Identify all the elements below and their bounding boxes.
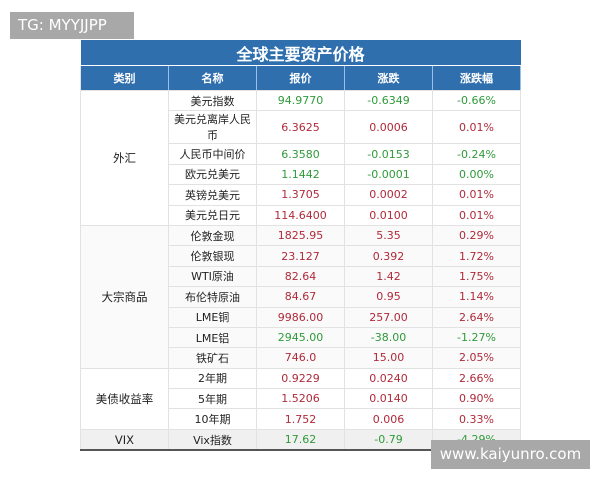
change-cell: 0.0002 [344, 184, 433, 206]
change-pct-cell: 2.64% [432, 306, 521, 328]
name-cell: 布伦特原油 [168, 286, 257, 308]
change-cell: -0.0153 [344, 143, 433, 165]
col-header-category: 类别 [80, 65, 169, 91]
price-cell: 9986.00 [256, 306, 345, 328]
change-pct-cell: 2.05% [432, 347, 521, 369]
change-cell: -0.79 [344, 428, 433, 452]
price-cell: 1825.95 [256, 224, 345, 247]
change-pct-cell: 1.72% [432, 245, 521, 267]
table-title: 全球主要资产价格 [80, 40, 521, 66]
change-pct-cell: -1.27% [432, 326, 521, 349]
name-cell: 5年期 [168, 388, 257, 410]
table-row: 铁矿石 746.0 15.00 2.05% [81, 347, 521, 369]
price-cell: 1.3705 [256, 184, 345, 206]
change-pct-cell: 1.14% [432, 286, 521, 308]
change-pct-cell: 0.33% [432, 408, 521, 430]
name-cell: WTI原油 [168, 265, 257, 288]
name-cell: 伦敦金现 [168, 224, 257, 247]
name-cell: 美元兑离岸人民币 [168, 110, 257, 145]
price-cell: 746.0 [256, 347, 345, 369]
table-row: 美元兑日元 114.6400 0.0100 0.01% [81, 204, 521, 226]
col-header-price: 报价 [256, 65, 345, 91]
table-row: 英镑兑美元 1.3705 0.0002 0.01% [81, 184, 521, 206]
price-cell: 0.9229 [256, 367, 345, 390]
table-row: 欧元兑美元 1.1442 -0.0001 0.00% [81, 163, 521, 186]
change-cell: 0.0006 [344, 110, 433, 145]
change-cell: 15.00 [344, 347, 433, 369]
change-pct-cell: 0.01% [432, 110, 521, 145]
table-row: 大宗商品 伦敦金现 1825.95 5.35 0.29% [80, 224, 521, 369]
col-header-change-pct: 涨跌幅 [432, 65, 521, 91]
change-cell: 1.42 [344, 265, 433, 288]
table-row: 美元兑离岸人民币 6.3625 0.0006 0.01% [81, 110, 521, 145]
change-pct-cell: 0.01% [432, 184, 521, 206]
change-pct-cell: 0.29% [432, 224, 521, 247]
change-pct-cell: 0.00% [432, 163, 521, 186]
category-cell: 大宗商品 [80, 224, 169, 369]
change-cell: 0.0240 [344, 367, 433, 390]
price-cell: 94.9770 [256, 89, 345, 112]
category-cell: VIX [80, 428, 169, 452]
price-cell: 82.64 [256, 265, 345, 288]
change-cell: 0.0100 [344, 204, 433, 226]
category-cell: 美债收益率 [80, 367, 169, 430]
name-cell: Vix指数 [168, 428, 257, 452]
change-cell: 0.0140 [344, 388, 433, 410]
price-cell: 114.6400 [256, 204, 345, 226]
price-cell: 17.62 [256, 428, 345, 452]
name-cell: 2年期 [168, 367, 257, 390]
name-cell: 铁矿石 [168, 347, 257, 369]
name-cell: 美元指数 [168, 89, 257, 112]
change-cell: -0.0001 [344, 163, 433, 186]
change-pct-cell: 2.66% [432, 367, 521, 390]
table-row: 布伦特原油 84.67 0.95 1.14% [81, 286, 521, 308]
change-pct-cell: 0.01% [432, 204, 521, 226]
table-row: 外汇 美元指数 94.9770 -0.6349 -0.66% [80, 89, 521, 226]
name-cell: 欧元兑美元 [168, 163, 257, 186]
price-cell: 1.5206 [256, 388, 345, 410]
name-cell: 美元兑日元 [168, 204, 257, 226]
change-cell: 0.95 [344, 286, 433, 308]
price-cell: 23.127 [256, 245, 345, 267]
name-cell: LME铜 [168, 306, 257, 328]
table-row: 伦敦银现 23.127 0.392 1.72% [81, 245, 521, 267]
price-cell: 1.752 [256, 408, 345, 430]
change-cell: 0.392 [344, 245, 433, 267]
name-cell: 英镑兑美元 [168, 184, 257, 206]
price-cell: 84.67 [256, 286, 345, 308]
change-cell: -0.6349 [344, 89, 433, 112]
table-row: 人民币中间价 6.3580 -0.0153 -0.24% [81, 143, 521, 165]
change-pct-cell: 0.90% [432, 388, 521, 410]
change-pct-cell: 1.75% [432, 265, 521, 288]
change-cell: 0.006 [344, 408, 433, 430]
watermark: www.kaiyunro.com [431, 440, 590, 469]
table-row: 美债收益率 2年期 0.9229 0.0240 2.66% [80, 367, 521, 430]
change-pct-cell: -0.24% [432, 143, 521, 165]
price-cell: 2945.00 [256, 326, 345, 349]
table-row: LME铝 2945.00 -38.00 -1.27% [81, 326, 521, 349]
change-cell: -38.00 [344, 326, 433, 349]
table-row: WTI原油 82.64 1.42 1.75% [81, 265, 521, 288]
change-cell: 5.35 [344, 224, 433, 247]
col-header-name: 名称 [168, 65, 257, 91]
name-cell: LME铝 [168, 326, 257, 349]
category-cell: 外汇 [80, 90, 169, 226]
table-row: 5年期 1.5206 0.0140 0.90% [81, 388, 521, 410]
price-cell: 6.3580 [256, 143, 345, 165]
name-cell: 10年期 [168, 408, 257, 430]
price-cell: 1.1442 [256, 163, 345, 186]
name-cell: 伦敦银现 [168, 245, 257, 267]
change-cell: 257.00 [344, 306, 433, 328]
price-cell: 6.3625 [256, 110, 345, 145]
tg-label: TG: MYYJJPP [10, 12, 134, 39]
table-row: 10年期 1.752 0.006 0.33% [81, 408, 521, 430]
change-pct-cell: -0.66% [432, 89, 521, 112]
asset-price-table: 全球主要资产价格 类别 名称 报价 涨跌 涨跌幅 外汇 美元指数 94.9770 -0… [80, 40, 521, 452]
name-cell: 人民币中间价 [168, 143, 257, 165]
col-header-change: 涨跌 [344, 65, 433, 91]
